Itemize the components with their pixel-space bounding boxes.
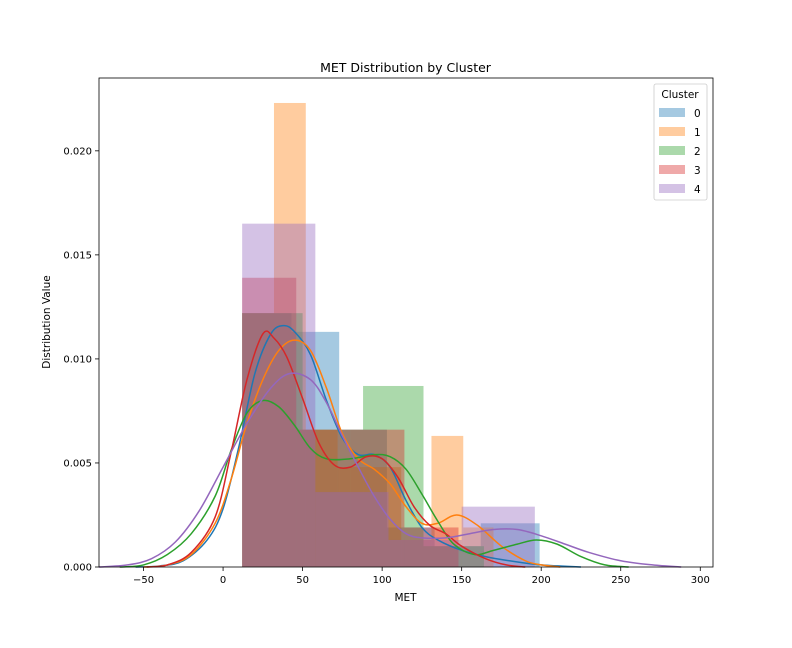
x-tick-label: 200 — [532, 575, 551, 586]
bar-cluster-4-1 — [315, 492, 389, 567]
legend: Cluster 0 1 2 3 4 — [653, 83, 708, 201]
bar-cluster-1-0 — [242, 313, 274, 567]
legend-label-3: 3 — [694, 165, 701, 177]
bar-cluster-3-3 — [404, 527, 459, 567]
bar-cluster-0-2 — [339, 429, 387, 567]
y-tick-label: 0.000 — [63, 563, 92, 574]
bar-cluster-0-1 — [291, 331, 340, 567]
chart-title: MET Distribution by Cluster — [320, 60, 492, 75]
x-axis-label: MET — [394, 592, 417, 604]
legend-swatch-1 — [659, 127, 685, 136]
x-tick-label: 300 — [691, 575, 710, 586]
bar-cluster-1-3 — [337, 467, 370, 567]
legend-label-4: 4 — [694, 184, 701, 196]
y-tick-label: 0.015 — [63, 250, 92, 261]
kde-curves — [98, 324, 682, 568]
x-tick-label: 150 — [452, 575, 471, 586]
legend-label-2: 2 — [694, 146, 701, 158]
bar-cluster-4-0 — [242, 223, 316, 567]
y-tick-label: 0.010 — [63, 354, 92, 365]
plot-frame — [98, 77, 714, 568]
y-axis-label: Distribution Value — [41, 275, 53, 368]
x-axis: −50 0 50 100 150 200 250 300 — [133, 567, 710, 586]
legend-label-0: 0 — [694, 108, 701, 120]
legend-swatch-2 — [659, 146, 685, 155]
kde-line-cluster-1 — [143, 339, 561, 568]
legend-box — [653, 83, 708, 201]
bar-cluster-2-3 — [423, 546, 484, 567]
y-tick-label: 0.005 — [63, 458, 92, 469]
kde-line-cluster-3 — [146, 330, 526, 568]
kde-line-cluster-2 — [119, 399, 629, 568]
x-tick-label: 250 — [611, 575, 630, 586]
legend-swatch-3 — [659, 165, 685, 174]
kde-line-cluster-4 — [98, 372, 682, 568]
bar-cluster-4-3 — [461, 506, 535, 567]
y-tick-label: 0.020 — [63, 146, 92, 157]
bar-cluster-4-2 — [388, 539, 462, 567]
bar-cluster-1-4 — [369, 467, 402, 567]
bar-cluster-3-2 — [350, 429, 405, 567]
x-tick-label: −50 — [133, 575, 154, 586]
legend-swatch-4 — [659, 184, 685, 193]
x-tick-label: 50 — [296, 575, 309, 586]
legend-swatch-0 — [659, 108, 685, 117]
bar-cluster-2-0 — [242, 313, 303, 567]
x-tick-label: 100 — [373, 575, 392, 586]
bar-cluster-0-3 — [386, 527, 435, 567]
y-axis: 0.000 0.005 0.010 0.015 0.020 — [63, 146, 99, 574]
bar-cluster-1-1 — [273, 102, 306, 567]
x-tick-label: 0 — [220, 575, 226, 586]
bar-cluster-1-2 — [305, 429, 338, 567]
histogram-bars — [242, 102, 540, 567]
legend-label-1: 1 — [694, 127, 701, 139]
bar-cluster-0-0 — [242, 313, 292, 567]
bar-cluster-1-5 — [401, 539, 432, 567]
legend-title: Cluster — [661, 89, 699, 101]
